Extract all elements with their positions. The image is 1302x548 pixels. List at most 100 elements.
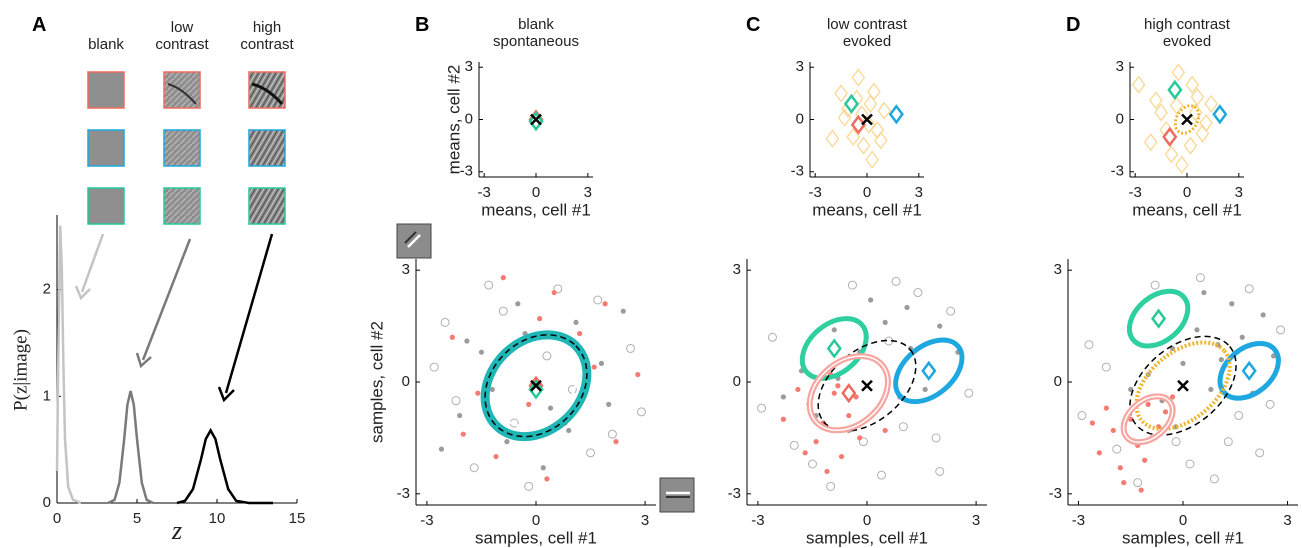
sample-dot xyxy=(540,465,546,471)
mean-diamond xyxy=(1162,126,1178,148)
sample-dot xyxy=(591,364,597,370)
sample-circle xyxy=(847,280,857,290)
center-cross xyxy=(1181,113,1193,126)
x-tick-label: 5 xyxy=(133,510,141,527)
sample-circle xyxy=(524,481,534,491)
insets xyxy=(396,223,695,513)
sample-circle xyxy=(1077,411,1087,421)
y-tick-label: 3 xyxy=(1116,58,1124,75)
x-axis-label: z xyxy=(171,516,182,545)
sample-dot xyxy=(1218,357,1224,363)
column-label: high contrast xyxy=(240,19,294,53)
y-tick-label: 3 xyxy=(733,261,741,278)
panel-letter: B xyxy=(415,14,430,36)
sample-dot xyxy=(922,386,928,393)
sample-circle xyxy=(451,396,461,406)
sample-circle xyxy=(891,276,901,286)
y-tick-label: 3 xyxy=(1054,261,1062,278)
mean-diamond xyxy=(1151,308,1167,329)
sample-dot xyxy=(838,453,845,460)
mean-diamond xyxy=(846,127,860,146)
sample-dot xyxy=(457,412,463,419)
x-axis-label: means, cell #1 xyxy=(1132,200,1242,219)
sample-dot xyxy=(598,360,605,366)
x-tick-label: -3 xyxy=(478,184,491,201)
y-tick-label: -3 xyxy=(728,485,741,502)
sample-circle xyxy=(931,433,941,443)
sample-dot xyxy=(1180,360,1186,366)
y-tick-label: -3 xyxy=(1111,163,1124,180)
sample-circle xyxy=(498,306,508,316)
center-cross xyxy=(1177,379,1189,392)
mean-diamond xyxy=(1143,133,1158,152)
density-line xyxy=(107,390,154,505)
sample-dot xyxy=(449,334,455,340)
sample-dot xyxy=(780,416,786,422)
sample-dot xyxy=(500,275,506,281)
panel-letter: C xyxy=(746,14,761,36)
sample-dot xyxy=(620,308,626,314)
x-axis-label: samples, cell #1 xyxy=(475,528,597,547)
sample-dot xyxy=(1229,301,1235,307)
mean-diamond xyxy=(1171,63,1186,82)
sample-dot xyxy=(577,330,583,337)
y-tick-label: 0 xyxy=(1116,110,1124,127)
sample-circle xyxy=(484,280,494,290)
sample-dot xyxy=(1138,487,1144,493)
mean-diamond xyxy=(1131,75,1146,94)
x-tick-label: 0 xyxy=(1183,184,1191,201)
x-tick-label: 0 xyxy=(53,510,61,527)
sample-dot xyxy=(438,446,445,452)
mean-diamond xyxy=(1204,94,1218,113)
x-tick-label: 3 xyxy=(972,512,980,529)
sample-dot xyxy=(1201,289,1207,296)
x-tick-label: 0 xyxy=(863,184,871,201)
mean-diamond xyxy=(1175,155,1189,174)
sample-circle xyxy=(1195,273,1205,283)
mean-diamond xyxy=(1154,103,1168,122)
density-line xyxy=(55,225,82,505)
sample-circle xyxy=(913,288,923,298)
mean-diamond xyxy=(1241,360,1257,381)
sample-dot xyxy=(1194,327,1200,333)
x-tick-label: 10 xyxy=(209,510,226,527)
covariance-ellipse xyxy=(484,334,588,438)
x-tick-label: 0 xyxy=(532,512,540,529)
sample-dot xyxy=(853,394,859,400)
mean-diamond xyxy=(1183,136,1198,155)
y-axis-label: P(z|image) xyxy=(10,329,31,411)
sample-circle xyxy=(1276,325,1286,335)
x-tick-label: 3 xyxy=(641,512,649,529)
mean-diamond xyxy=(528,379,544,400)
x-tick-label: 15 xyxy=(289,510,306,527)
sample-circle xyxy=(553,284,563,294)
sample-dot xyxy=(831,390,837,396)
sample-circle xyxy=(1255,448,1265,458)
x-tick-label: 0 xyxy=(863,512,871,529)
sample-dot xyxy=(475,390,481,396)
sample-circle xyxy=(1150,280,1160,290)
sample-dot xyxy=(937,323,943,329)
sample-circle xyxy=(1265,399,1275,409)
mean-diamond xyxy=(1169,96,1184,115)
sample-circle xyxy=(1112,444,1122,454)
panel-letter: A xyxy=(32,14,47,36)
sample-dot xyxy=(504,439,510,445)
sample-dot xyxy=(1096,450,1102,456)
center-cross xyxy=(530,379,542,392)
mean-diamond xyxy=(825,129,840,148)
sample-circle xyxy=(964,388,974,398)
sample-circle xyxy=(789,440,799,450)
panel-title: blank spontaneous xyxy=(493,16,579,50)
column-label: blank xyxy=(88,36,124,53)
sample-circle xyxy=(946,306,956,316)
mean-diamond xyxy=(1195,124,1210,143)
sample-dot xyxy=(1208,386,1214,393)
sample-circle xyxy=(1244,284,1254,294)
y-tick-label: -3 xyxy=(1049,485,1062,502)
sample-circle xyxy=(593,295,603,305)
x-tick-label: -3 xyxy=(420,512,433,529)
y-tick-label: 2 xyxy=(43,281,51,298)
sample-dot xyxy=(1145,401,1151,407)
